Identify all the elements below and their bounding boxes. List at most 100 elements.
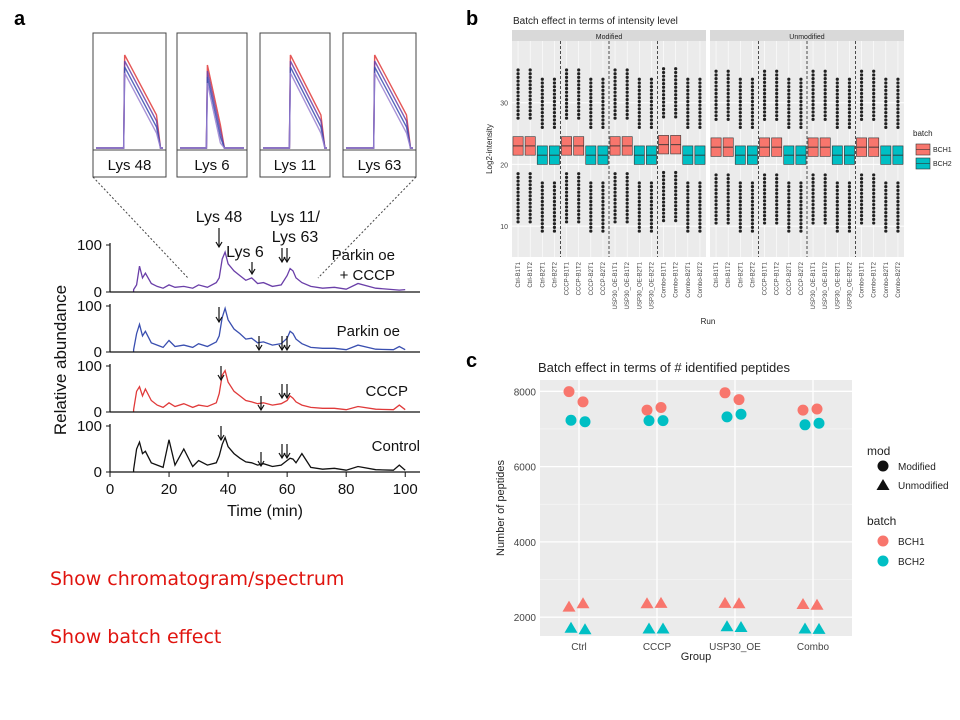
outlier-point [799, 192, 803, 196]
x-tick-label: CCCP-B2T2 [799, 261, 805, 295]
outlier-point [835, 107, 839, 111]
outlier-point [613, 212, 617, 217]
outlier-point [835, 85, 839, 89]
outlier-point [661, 200, 666, 204]
x-tick-label: USP30_OE-B2T2 [649, 261, 655, 309]
outlier-point [516, 179, 520, 183]
outlier-point [896, 199, 900, 204]
outlier-point [686, 103, 690, 107]
outlier-point [577, 198, 581, 202]
outlier-point [528, 194, 532, 198]
inset-label: Lys 63 [358, 157, 402, 174]
outliers [811, 69, 815, 225]
outlier-point [811, 99, 815, 103]
outlier-point [738, 207, 742, 211]
outlier-point [726, 69, 730, 73]
outlier-point [674, 115, 678, 119]
outlier-point [750, 203, 755, 207]
outlier-point [884, 229, 888, 233]
outliers [775, 69, 779, 225]
outlier-point [762, 69, 767, 73]
outlier-point [847, 96, 852, 100]
outlier-point [859, 217, 864, 221]
outlier-point [872, 206, 876, 210]
y-tick-label: 0 [94, 464, 102, 481]
inset-box: Lys 63 [342, 32, 417, 178]
outlier-point [649, 114, 654, 118]
outlier-point [750, 110, 755, 115]
outlier-point [823, 188, 827, 192]
outlier-point [589, 125, 593, 129]
outlier-point [884, 114, 888, 118]
outlier-point [726, 95, 730, 99]
outlier-point [674, 178, 678, 182]
outliers [835, 77, 839, 233]
outlier-point [775, 117, 779, 121]
outlier-point [686, 96, 690, 100]
outlier-point [847, 210, 852, 215]
outlier-point [589, 192, 593, 196]
x-tick-label: Combo-B2T1 [884, 261, 890, 297]
outlier-point [564, 209, 569, 213]
outlier-point [698, 192, 702, 196]
outlier-point [674, 189, 678, 193]
outlier-point [661, 211, 666, 215]
outlier-point [674, 89, 678, 93]
outlier-point [811, 184, 815, 188]
outlier-point [738, 85, 742, 89]
outliers [589, 77, 593, 233]
outlier-point [823, 191, 827, 196]
outlier-point [884, 210, 888, 215]
x-tick-label: 100 [393, 481, 418, 498]
outlier-point [835, 81, 839, 85]
outlier-point [528, 198, 532, 202]
outlier-point [528, 172, 532, 176]
trace-label: CCCP [365, 383, 408, 400]
data-point [799, 419, 811, 431]
outlier-point [564, 194, 569, 198]
data-point [562, 600, 576, 612]
outlier-point [847, 214, 852, 218]
outlier-point [625, 179, 629, 183]
outlier-point [649, 110, 654, 115]
outlier-point [835, 122, 839, 126]
outlier-point [823, 173, 827, 177]
outlier-point [577, 75, 581, 80]
outlier-point [589, 122, 593, 126]
outlier-point [661, 89, 666, 93]
outlier-point [714, 80, 718, 84]
inset-label: Lys 11 [274, 157, 317, 174]
outlier-point [799, 207, 803, 211]
x-tick-label: USP30_OE-B1T2 [823, 261, 829, 309]
outlier-point [859, 84, 864, 88]
outlier-point [799, 210, 803, 215]
outlier-point [577, 186, 581, 191]
data-point [640, 597, 654, 609]
data-point [565, 414, 577, 426]
outlier-point [872, 114, 876, 118]
outlier-point [835, 114, 839, 118]
outlier-point [698, 81, 702, 85]
outlier-point [872, 84, 876, 88]
outlier-point [577, 72, 581, 76]
x-tick-label: 20 [161, 481, 178, 498]
outliers [540, 77, 544, 233]
outlier-point [589, 199, 593, 204]
x-tick-label: USP30_OE-B1T1 [613, 261, 619, 309]
inset-label: Lys 6 [194, 157, 229, 174]
outlier-point [674, 200, 678, 204]
outlier-point [589, 92, 593, 96]
outlier-point [625, 172, 629, 176]
legend-label: BCH2 [933, 161, 952, 168]
outlier-point [516, 172, 520, 176]
outlier-point [649, 188, 654, 192]
outlier-point [564, 75, 569, 80]
outlier-point [799, 85, 803, 89]
outlier-point [714, 206, 718, 210]
outlier-point [564, 183, 569, 187]
outlier-point [625, 101, 629, 105]
outlier-point [540, 196, 544, 200]
outlier-point [762, 80, 767, 84]
outlier-point [577, 83, 581, 87]
y-axis-title: Relative abundance [51, 285, 70, 435]
